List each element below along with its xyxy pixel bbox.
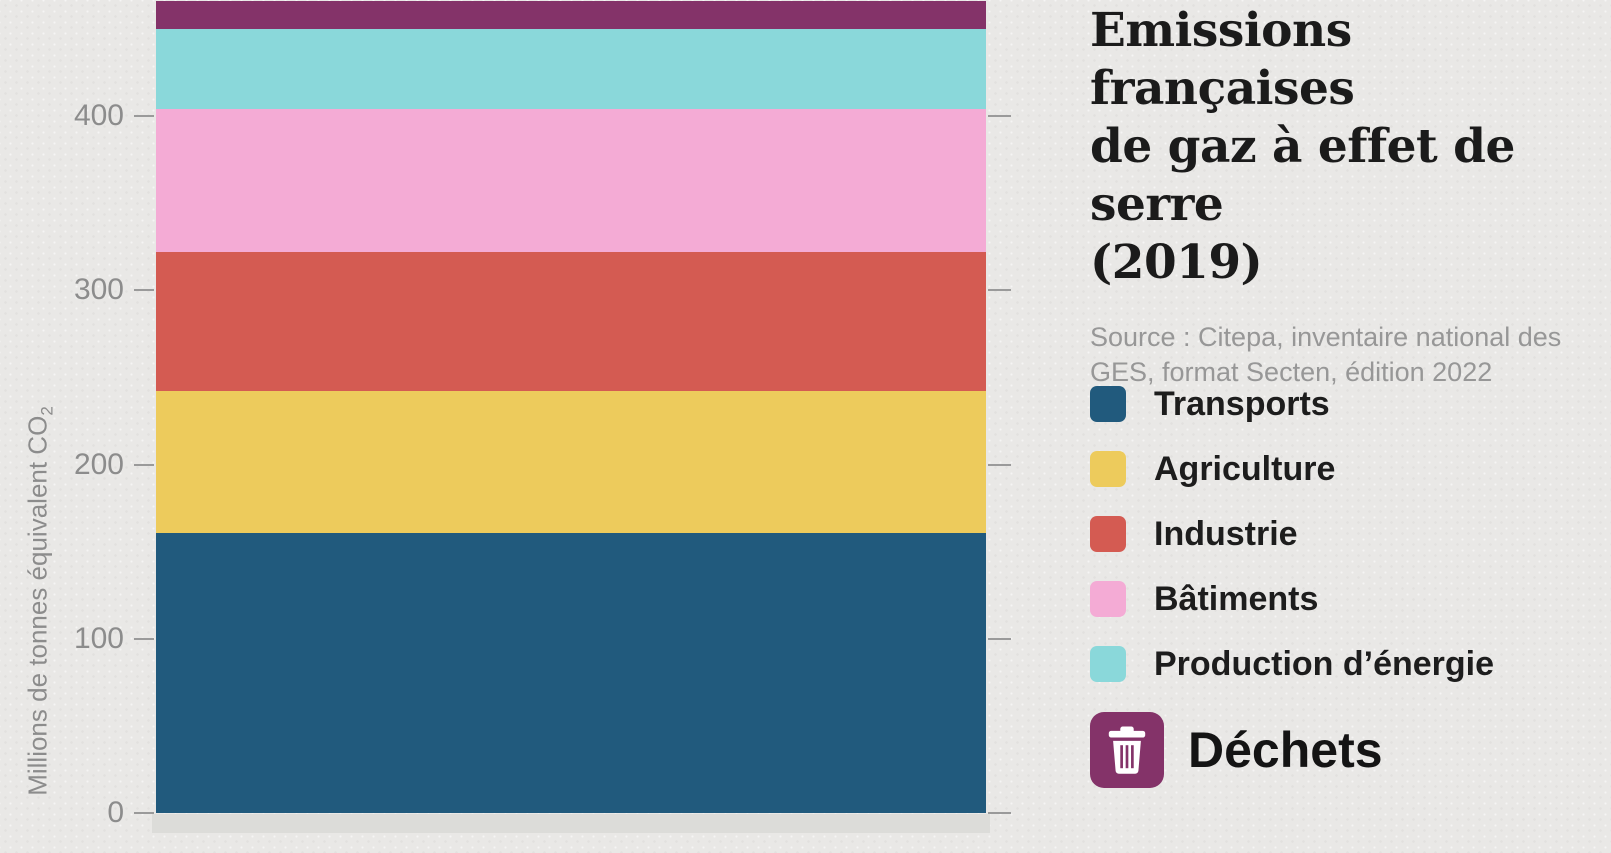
y-tick-label-400: 400 bbox=[73, 99, 124, 132]
source-note: Source : Citepa, inventaire national des… bbox=[1090, 320, 1611, 390]
bar-segment-agriculture bbox=[156, 391, 986, 533]
chart-title-line-2: de gaz à effet de serre bbox=[1090, 119, 1515, 232]
y-tick-mark-right-400 bbox=[988, 115, 1011, 117]
legend-item-transports: Transports bbox=[1090, 384, 1494, 423]
trash-icon bbox=[1090, 712, 1164, 788]
legend-item-label: Production d’énergie bbox=[1154, 644, 1495, 683]
y-tick-label-200: 200 bbox=[73, 447, 124, 481]
legend-item-label: Bâtiments bbox=[1154, 579, 1319, 618]
legend-item-batiments: Bâtiments bbox=[1090, 579, 1494, 618]
y-tick-mark-right-300 bbox=[988, 289, 1011, 292]
bar-segment-dechets bbox=[156, 1, 986, 29]
legend-item-label: Transports bbox=[1154, 384, 1330, 423]
chart-title: Emissions françaises de gaz à effet de se… bbox=[1090, 2, 1611, 292]
y-tick-label-100: 100 bbox=[73, 621, 124, 655]
legend: Transports Agriculture Industrie Bâtimen… bbox=[1090, 384, 1495, 711]
legend-item-production-energie: Production d’énergie bbox=[1090, 644, 1495, 683]
y-tick-mark-right-200 bbox=[988, 463, 1011, 466]
source-note-line-1: Source : Citepa, inventaire national des bbox=[1090, 322, 1562, 352]
bar-segment-industrie bbox=[156, 252, 986, 392]
legend-item-label: Agriculture bbox=[1154, 449, 1336, 488]
y-tick-mark-left-400 bbox=[134, 115, 154, 117]
chart-title-line-3: (2019) bbox=[1090, 235, 1263, 290]
legend-item-dechets-highlighted: Déchets bbox=[1090, 712, 1383, 788]
agriculture-swatch bbox=[1090, 451, 1126, 487]
stacked-bar-chart: Millions de tonnes équivalent CO2 0 100 20… bbox=[22, 0, 1011, 833]
y-tick-label-0: 0 bbox=[107, 796, 124, 829]
y-axis-title-subscript: 2 bbox=[37, 406, 57, 416]
production-energie-swatch bbox=[1090, 646, 1126, 682]
bar-segment-batiments bbox=[156, 109, 986, 253]
batiments-swatch bbox=[1090, 581, 1126, 617]
y-tick-label-300: 300 bbox=[73, 273, 124, 307]
side-panel: Emissions françaises de gaz à effet de se… bbox=[1090, 0, 1611, 853]
legend-item-industrie: Industrie bbox=[1090, 514, 1494, 553]
stacked-bar bbox=[156, 0, 986, 813]
y-tick-mark-left-100 bbox=[134, 637, 154, 640]
y-tick-mark-left-0 bbox=[134, 812, 154, 814]
bar-segment-transports bbox=[156, 532, 986, 813]
industrie-swatch bbox=[1090, 516, 1126, 552]
source-note-line-2: GES, format Secten, édition 2022 bbox=[1090, 357, 1493, 387]
chart-title-line-1: Emissions françaises bbox=[1090, 3, 1355, 116]
y-tick-mark-left-200 bbox=[134, 463, 154, 466]
bar-segment-production-d-energie bbox=[156, 28, 986, 110]
y-tick-mark-left-300 bbox=[134, 289, 154, 292]
y-tick-mark-right-0 bbox=[988, 812, 1011, 814]
legend-item-agriculture: Agriculture bbox=[1090, 449, 1494, 488]
transports-swatch bbox=[1090, 386, 1126, 422]
legend-item-label: Déchets bbox=[1188, 722, 1383, 778]
legend-item-label: Industrie bbox=[1154, 514, 1298, 553]
x-axis-band bbox=[152, 814, 990, 833]
y-tick-mark-right-100 bbox=[988, 637, 1011, 640]
